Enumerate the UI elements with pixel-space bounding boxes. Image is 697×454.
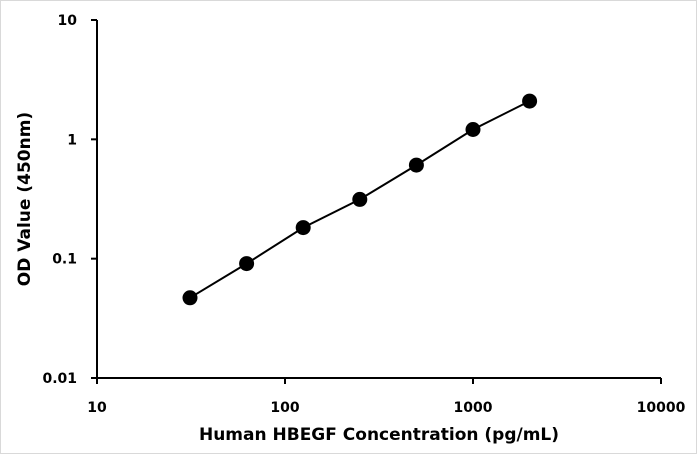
data-point [408,157,424,173]
y-tick-label: 1 [67,132,77,148]
data-point [465,122,481,137]
data-point [295,220,311,236]
y-tick-label: 10 [58,13,78,29]
y-tick-label: 0.01 [42,371,77,387]
x-axis-title: Human HBEGF Concentration (pg/mL) [199,425,559,445]
data-point [182,290,198,306]
axes [96,20,661,379]
y-axis-title: OD Value (450nm) [15,112,35,286]
x-tick-label: 1000 [454,400,493,416]
data-point [522,93,538,109]
x-tick-label: 10 [87,400,107,416]
data-point [352,191,368,207]
x-tick-label: 10000 [637,400,686,416]
data-point [239,256,255,272]
ticks: 0.01 0.1 1 10 10 100 1000 10000 [42,13,685,416]
y-tick-label: 0.1 [52,252,77,268]
x-tick-label: 100 [270,400,299,416]
series [182,93,538,306]
